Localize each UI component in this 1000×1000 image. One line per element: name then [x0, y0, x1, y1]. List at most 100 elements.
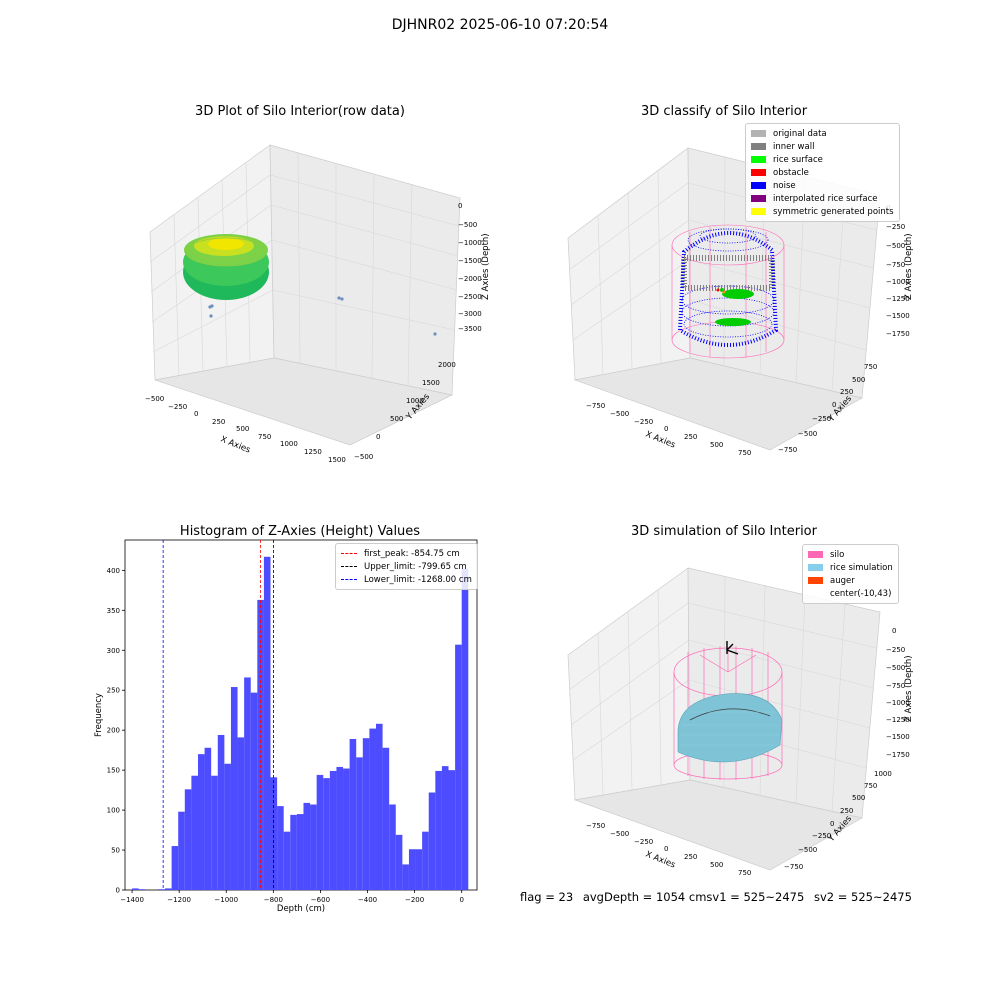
- y-tick-label: 400: [107, 567, 120, 575]
- simulation-plot-title: 3D simulation of Silo Interior: [631, 524, 817, 539]
- histogram-bar: [389, 804, 396, 890]
- raw-z-tick: 0: [458, 202, 462, 210]
- y-tick-label: 100: [107, 807, 120, 815]
- histogram-bar: [296, 814, 304, 890]
- classify-z-tick: −1750: [886, 330, 910, 338]
- line-swatch-lower-limit: [341, 579, 357, 580]
- classify-plot-title: 3D classify of Silo Interior: [640, 104, 808, 119]
- simulation-y-tick: 250: [840, 807, 853, 815]
- classify-y-tick: 750: [864, 363, 877, 371]
- swatch-inner-wall: [751, 143, 766, 150]
- histogram-bar: [336, 766, 344, 890]
- simulation-x-tick: −500: [610, 830, 629, 838]
- stats-line: flag = 23 avgDepth = 1054 cmsv1 = 525~24…: [520, 890, 918, 904]
- histogram-bar: [349, 738, 357, 890]
- histogram-bar: [132, 888, 139, 890]
- simulation-x-tick: 0: [664, 845, 668, 853]
- raw-point-cloud: [183, 234, 437, 336]
- histogram-bar: [395, 834, 403, 890]
- histogram-bar: [244, 677, 251, 890]
- raw-z-tick: −3500: [458, 325, 482, 333]
- raw-plot-title: 3D Plot of Silo Interior(row data): [195, 104, 405, 119]
- legend-label: rice simulation: [830, 562, 893, 573]
- classify-z-tick-labels: 0 −250 −500 −750 −1000 −1250 −1500 −1750: [886, 204, 910, 338]
- raw-z-tick-labels: 0 −500 −1000 −1500 −2000 −2500 −3000 −35…: [458, 202, 482, 333]
- classify-x-axis-label: X Axies: [644, 430, 677, 451]
- legend-item-obstacle: obstacle: [751, 166, 894, 179]
- simulation-z-tick: −750: [886, 682, 905, 690]
- classify-z-tick: −500: [886, 242, 905, 250]
- simulation-y-tick: −750: [784, 863, 803, 871]
- simulation-x-axis-label: X Axies: [644, 850, 677, 871]
- classify-z-axis-label: Z Axies (Depth): [904, 233, 914, 300]
- raw-z-tick: −1500: [458, 257, 482, 265]
- classify-y-tick: 250: [840, 388, 853, 396]
- classify-y-axis-label: Y Axies: [826, 394, 854, 425]
- histogram-bar: [382, 747, 390, 890]
- histogram-bar: [211, 775, 218, 890]
- simulation-z-tick: −1000: [886, 699, 910, 707]
- simulation-z-tick: −250: [886, 646, 905, 654]
- histogram-bar: [263, 556, 271, 890]
- simulation-z-tick: −500: [886, 664, 905, 672]
- histogram-title: Histogram of Z-Axies (Height) Values: [179, 524, 421, 539]
- simulation-y-tick: 1000: [874, 770, 892, 778]
- y-tick-label: 50: [111, 847, 120, 855]
- histogram-bar: [316, 774, 324, 890]
- raw-x-tick: −250: [168, 403, 187, 411]
- histogram-bar: [455, 644, 462, 890]
- histogram-x-axis-label: Depth (cm): [277, 904, 325, 914]
- sv2-value: sv2 = 525~2475: [813, 890, 912, 904]
- legend-item-lower-limit: Lower_limit: -1268.00 cm: [341, 573, 472, 586]
- histogram-bar: [362, 738, 370, 890]
- histogram-bar: [217, 734, 225, 890]
- simulation-x-tick: 250: [684, 853, 697, 861]
- legend-item-first-peak: first_peak: -854.75 cm: [341, 547, 472, 560]
- histogram-x-ticks: −1400 −1200 −1000 −800 −600 −400 −200 0: [120, 890, 464, 904]
- histogram-bar: [375, 723, 383, 890]
- simulation-z-tick: −1250: [886, 716, 910, 724]
- rice-simulation-surface: [677, 693, 783, 763]
- classify-x-tick: −500: [610, 410, 629, 418]
- histogram-bar: [422, 831, 429, 890]
- histogram-bar: [303, 802, 311, 890]
- simulation-z-tick: −1500: [886, 733, 910, 741]
- histogram-bar: [257, 599, 264, 890]
- raw-x-tick: 500: [236, 425, 249, 433]
- raw-y-tick: 500: [390, 415, 403, 423]
- histogram-bar: [277, 806, 284, 890]
- simulation-y-tick: 0: [830, 820, 834, 828]
- x-tick-label: −800: [264, 896, 283, 904]
- classify-y-tick-labels: −750 −500 −250 0 250 500 750: [778, 363, 877, 454]
- raw-z-axis-label: Z Axies (Depth): [481, 233, 491, 300]
- legend-label: original data: [773, 128, 827, 139]
- histogram-bar: [441, 766, 449, 890]
- simulation-z-tick: 0: [892, 627, 896, 635]
- histogram-bar: [237, 737, 245, 890]
- swatch-symmetric: [751, 208, 766, 215]
- raw-z-tick: −3000: [458, 310, 482, 318]
- legend-item-upper-limit: Upper_limit: -799.65 cm: [341, 560, 472, 573]
- histogram-bar: [204, 747, 212, 890]
- x-tick-label: 0: [459, 896, 463, 904]
- legend-item-symmetric-generated-points: symmetric generated points: [751, 205, 894, 218]
- histogram-bar: [197, 754, 205, 890]
- simulation-z-tick-labels: 0 −250 −500 −750 −1000 −1250 −1500 −1750: [886, 627, 910, 759]
- classify-x-tick: 0: [664, 425, 668, 433]
- y-tick-label: 0: [116, 887, 120, 895]
- classify-y-tick: −250: [812, 415, 831, 423]
- simulation-3d-axes-box: [567, 567, 881, 871]
- classify-z-tick: −250: [886, 223, 905, 231]
- legend-item-rice-surface: rice surface: [751, 153, 894, 166]
- histogram-bar: [158, 889, 166, 890]
- histogram-bar: [415, 849, 423, 890]
- legend-label: rice surface: [773, 154, 823, 165]
- swatch-noise: [751, 182, 766, 189]
- histogram-bar: [310, 804, 317, 890]
- raw-x-axis-label: X Axies: [219, 435, 252, 456]
- histogram-bar: [165, 888, 172, 890]
- simulation-x-tick: −250: [634, 838, 653, 846]
- simulation-y-tick: −500: [798, 846, 817, 854]
- simulation-z-tick: −1750: [886, 751, 910, 759]
- simulation-y-tick-labels: −750 −500 −250 0 250 500 750 1000: [784, 770, 892, 871]
